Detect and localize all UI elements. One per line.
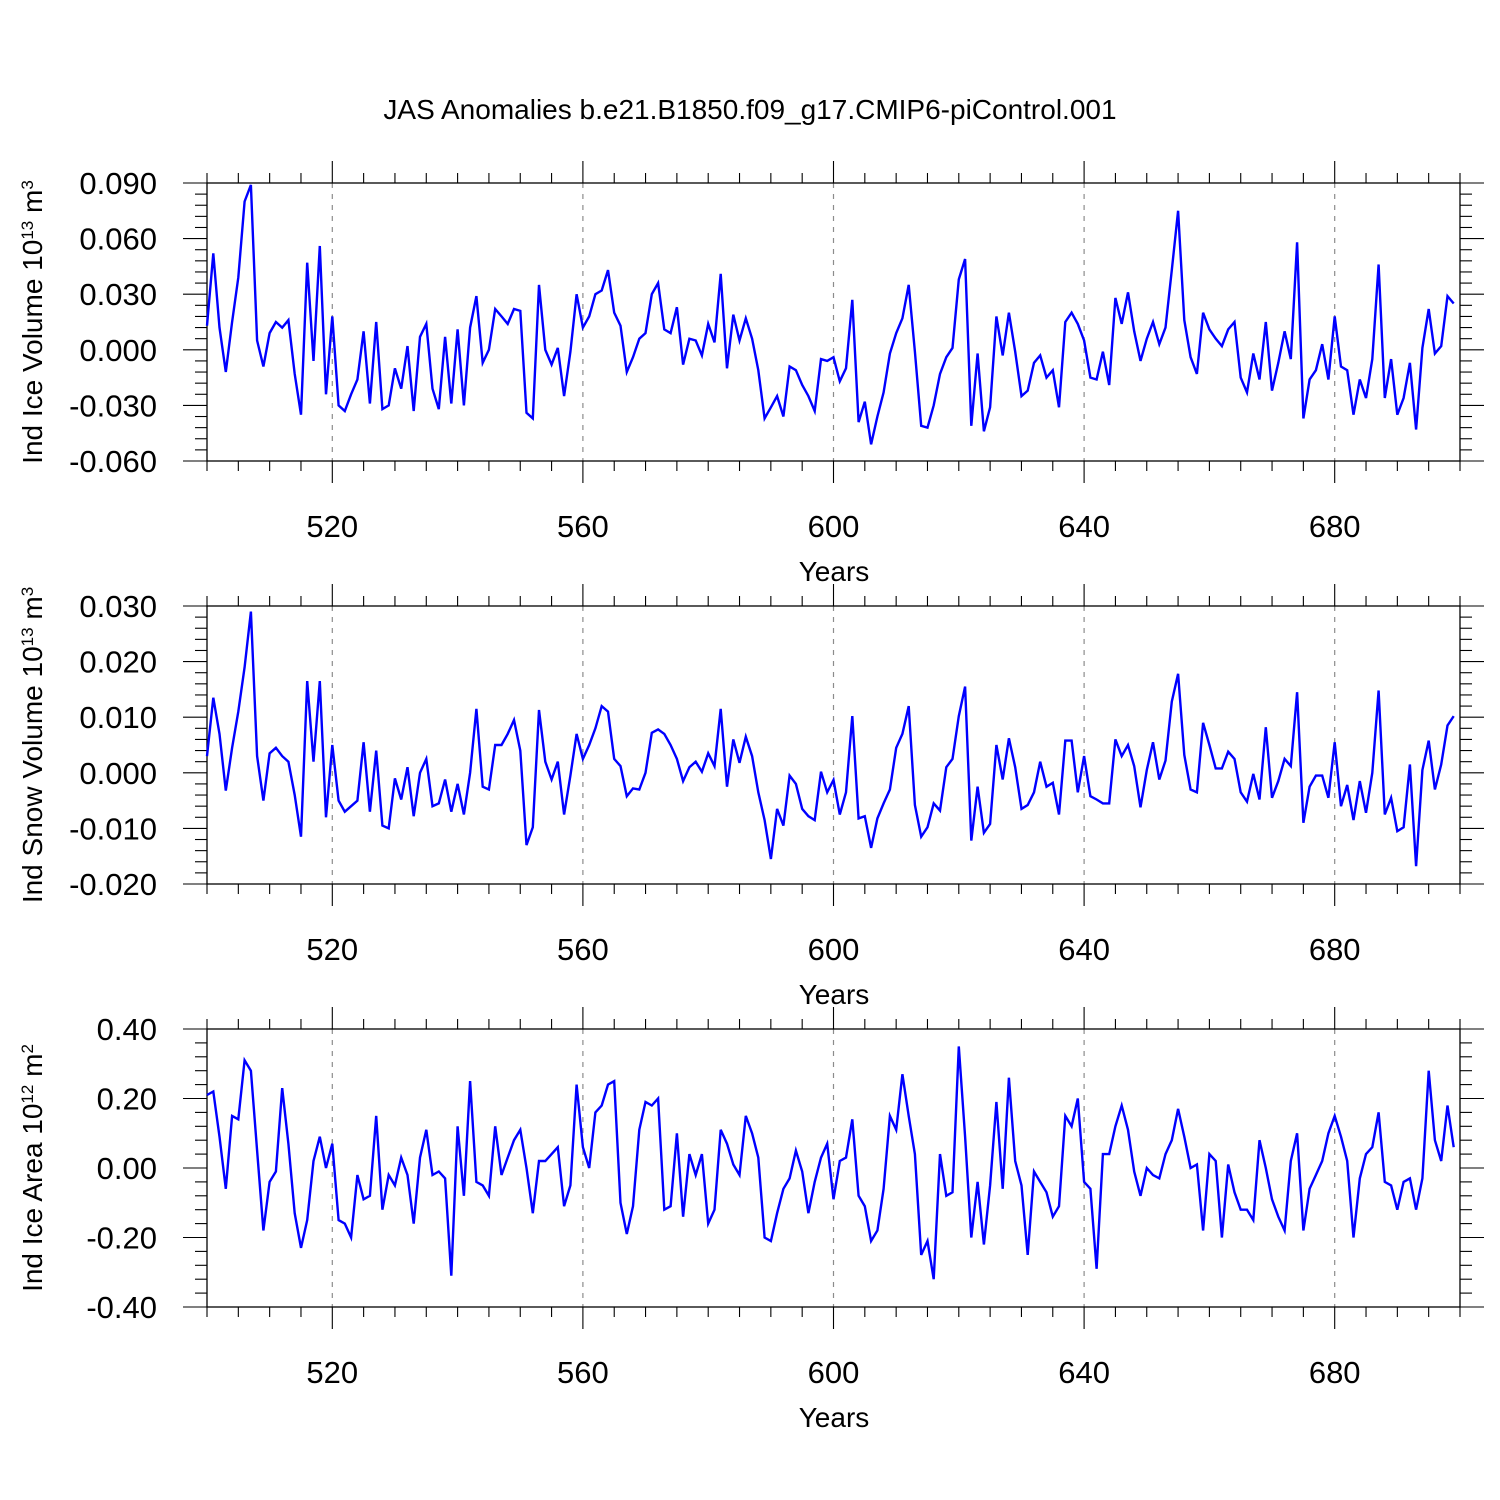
y-axis-label-main: Ind Snow Volume 10 <box>17 646 48 903</box>
y-tick-label: 0.060 <box>79 222 157 257</box>
x-tick-label: 600 <box>808 932 860 967</box>
y-axis-label-exponent: 13 <box>18 221 37 240</box>
y-tick-label: 0.00 <box>97 1151 157 1186</box>
x-tick-label: 560 <box>557 509 609 544</box>
x-axis-label: Years <box>799 556 870 587</box>
data-series-line <box>205 184 1455 445</box>
plot-frame <box>206 182 1461 462</box>
y-axis-label: Ind Snow Volume 1013 m3 <box>17 587 48 903</box>
y-tick-label: -0.40 <box>86 1290 157 1325</box>
y-tick-label: -0.060 <box>69 444 157 479</box>
y-tick-label: 0.000 <box>79 333 157 368</box>
y-tick-label: 0.020 <box>79 645 157 680</box>
y-tick-label: -0.020 <box>69 867 157 902</box>
panel-ice-volume: 520 560 600 640 680 -0.060 -0.030 0.000 0.030 0.0… <box>17 161 1484 587</box>
y-axis-label-unit-exponent: 3 <box>18 587 37 596</box>
y-tick-label: -0.010 <box>69 811 157 846</box>
data-series-line <box>205 611 1455 867</box>
x-tick-label: 560 <box>557 1355 609 1390</box>
panel-snow-volume: 520 560 600 640 680 -0.020 -0.010 0.000 0.010 0.0… <box>17 584 1484 1010</box>
figure-title: JAS Anomalies b.e21.B1850.f09_g17.CMIP6-… <box>383 94 1116 125</box>
data-series-line <box>206 1046 1455 1280</box>
x-tick-label: 680 <box>1309 932 1361 967</box>
x-tick-label: 520 <box>306 509 358 544</box>
y-tick-label: 0.030 <box>79 277 157 312</box>
y-axis-label-exponent: 12 <box>18 1085 37 1104</box>
x-tick-label: 640 <box>1058 932 1110 967</box>
plot-frame <box>206 1028 1461 1308</box>
y-tick-label: 0.000 <box>79 756 157 791</box>
y-tick-label: -0.030 <box>69 388 157 423</box>
x-tick-label: 560 <box>557 932 609 967</box>
y-tick-label: 0.010 <box>79 700 157 735</box>
y-axis-label: Ind Ice Volume 1013 m3 <box>17 180 48 464</box>
x-tick-label: 680 <box>1309 509 1361 544</box>
y-axis-label-unit: m <box>17 1054 48 1085</box>
y-tick-label: 0.030 <box>79 589 157 624</box>
y-axis-label: Ind Ice Area 1012 m2 <box>17 1044 48 1292</box>
x-tick-label: 640 <box>1058 509 1110 544</box>
x-tick-label: 520 <box>306 932 358 967</box>
x-axis-label: Years <box>799 1402 870 1433</box>
x-tick-label: 600 <box>808 509 860 544</box>
panel-ice-area: 520 560 600 640 680 -0.40 -0.20 0.00 0.20 0.40 Yea… <box>17 1007 1484 1433</box>
y-axis-label-unit-exponent: 2 <box>18 1044 37 1053</box>
y-axis-label-unit: m <box>17 190 48 221</box>
y-axis-label-main: Ind Ice Volume 10 <box>17 240 48 464</box>
y-axis-label-unit: m <box>17 596 48 627</box>
y-axis-label-main: Ind Ice Area 10 <box>17 1104 48 1292</box>
x-tick-label: 680 <box>1309 1355 1361 1390</box>
y-axis-label-unit-exponent: 3 <box>18 180 37 189</box>
y-tick-label: 0.20 <box>97 1082 157 1117</box>
x-tick-label: 640 <box>1058 1355 1110 1390</box>
y-axis-label-exponent: 13 <box>18 627 37 646</box>
x-axis-label: Years <box>799 979 870 1010</box>
y-tick-label: -0.20 <box>86 1221 157 1256</box>
y-tick-label: 0.40 <box>97 1012 157 1047</box>
y-tick-label: 0.090 <box>79 166 157 201</box>
x-tick-label: 600 <box>808 1355 860 1390</box>
plot-frame <box>206 605 1461 885</box>
x-tick-label: 520 <box>306 1355 358 1390</box>
